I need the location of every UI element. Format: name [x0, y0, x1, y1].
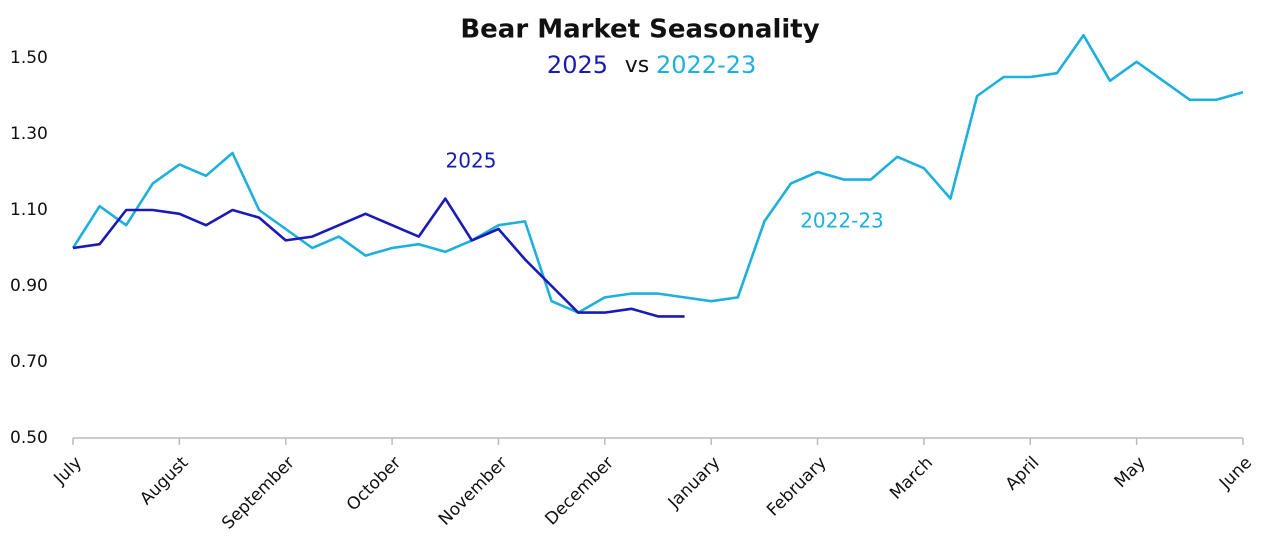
x-tick-label: March — [886, 453, 937, 504]
x-tick-label: October — [343, 453, 405, 515]
x-tick-label: August — [136, 453, 192, 509]
x-tick-label: September — [218, 453, 299, 534]
y-tick-label: 1.30 — [10, 124, 48, 144]
x-tick-label: May — [1111, 453, 1150, 492]
x-tick-label: January — [664, 453, 724, 513]
y-tick-label: 1.10 — [10, 200, 48, 220]
y-tick-label: 0.50 — [10, 428, 48, 448]
subtitle-joiner: vs — [625, 53, 649, 78]
annotation: 2022-23 — [800, 209, 884, 233]
x-tick-label: November — [435, 453, 512, 530]
x-tick-label: December — [541, 453, 617, 529]
y-tick-label: 0.70 — [10, 352, 48, 372]
legend-entry: 2025 — [547, 51, 608, 79]
x-tick-label: July — [50, 453, 86, 489]
x-tick-label: June — [1215, 453, 1256, 494]
legend-entry: 2022-23 — [656, 51, 756, 79]
chart-title: Bear Market Seasonality — [460, 15, 819, 45]
series-line — [71, 33, 1244, 314]
x-tick-label: February — [763, 453, 830, 520]
y-tick-label: 1.50 — [10, 48, 48, 68]
x-tick-label: April — [1002, 453, 1044, 495]
y-tick-label: 0.90 — [10, 276, 48, 296]
series-line — [72, 197, 685, 318]
annotation: 2025 — [446, 149, 497, 173]
